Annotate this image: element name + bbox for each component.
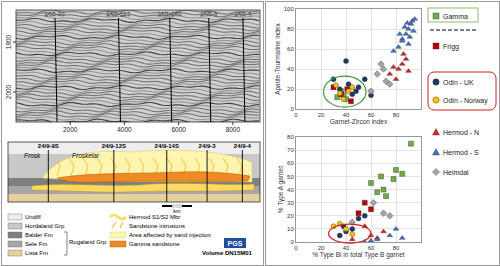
svg-text:24/9-9S: 24/9-9S (38, 143, 59, 149)
svg-text:60: 60 (368, 245, 375, 251)
svg-text:2000: 2000 (5, 84, 12, 99)
svg-text:1800: 1800 (5, 34, 12, 49)
svg-text:80: 80 (393, 245, 400, 251)
svg-text:% Type A garnet: % Type A garnet (277, 166, 285, 213)
svg-text:100: 100 (284, 6, 295, 12)
svg-text:Undiff: Undiff (25, 214, 41, 220)
svg-text:24/9-14S: 24/9-14S (158, 11, 182, 17)
svg-text:0: 0 (294, 245, 298, 251)
svg-text:24/9-3: 24/9-3 (200, 11, 218, 17)
svg-text:Hermod S1/S2 Mbr: Hermod S1/S2 Mbr (129, 214, 180, 220)
svg-text:40: 40 (287, 187, 294, 193)
svg-text:Sele Fm: Sele Fm (25, 241, 47, 247)
svg-text:Odin - Norway: Odin - Norway (443, 97, 488, 105)
svg-text:20: 20 (318, 112, 325, 118)
svg-text:Froskelar: Froskelar (72, 152, 100, 159)
svg-text:Hermod - N: Hermod - N (443, 129, 479, 136)
svg-text:Hermod - S: Hermod - S (443, 149, 479, 156)
svg-text:Gamma: Gamma (443, 13, 468, 20)
svg-text:0: 0 (290, 239, 294, 245)
svg-text:0: 0 (290, 106, 294, 112)
svg-text:60: 60 (368, 112, 375, 118)
svg-text:40: 40 (343, 245, 350, 251)
svg-text:24/9-12S: 24/9-12S (106, 11, 130, 17)
svg-text:Garnet-Zircon index: Garnet-Zircon index (330, 118, 388, 125)
svg-text:Rogaland Grp: Rogaland Grp (69, 239, 107, 245)
svg-text:Lista Fm: Lista Fm (25, 250, 48, 256)
svg-text:20: 20 (287, 213, 294, 219)
svg-text:20: 20 (287, 86, 294, 92)
svg-text:50: 50 (287, 174, 294, 180)
svg-text:km: km (173, 208, 181, 214)
svg-text:24/9-3: 24/9-3 (199, 143, 217, 149)
svg-text:80: 80 (287, 134, 294, 140)
svg-text:Odin - UK: Odin - UK (443, 79, 474, 86)
svg-text:20: 20 (318, 245, 325, 251)
svg-text:Apatite-Tourmaline index: Apatite-Tourmaline index (274, 23, 282, 95)
svg-text:70: 70 (287, 147, 294, 153)
svg-text:60: 60 (287, 160, 294, 166)
svg-text:6000: 6000 (171, 126, 186, 133)
svg-text:40: 40 (343, 112, 350, 118)
svg-text:24/9-14S: 24/9-14S (155, 143, 179, 149)
svg-text:8000: 8000 (226, 126, 241, 133)
svg-text:Sandstone intrusions: Sandstone intrusions (129, 223, 185, 229)
svg-text:24/9-4: 24/9-4 (234, 143, 252, 149)
svg-text:PGS: PGS (228, 240, 243, 247)
svg-text:% Type Bi in total Type B garn: % Type Bi in total Type B garnet (312, 251, 404, 259)
svg-text:24/9-4: 24/9-4 (234, 11, 252, 17)
svg-text:Balder Fm: Balder Fm (25, 232, 53, 238)
svg-text:4000: 4000 (117, 126, 132, 133)
svg-text:80: 80 (393, 112, 400, 118)
svg-text:Frigg: Frigg (443, 43, 459, 51)
svg-text:24/9-12S: 24/9-12S (102, 143, 126, 149)
svg-text:10: 10 (287, 226, 294, 232)
svg-text:24/9-9S: 24/9-9S (45, 11, 66, 17)
svg-text:80: 80 (287, 26, 294, 32)
svg-text:40: 40 (287, 66, 294, 72)
svg-text:Hordaland Grp: Hordaland Grp (25, 223, 65, 229)
svg-text:Volume DN15M01: Volume DN15M01 (202, 250, 253, 256)
svg-text:2000: 2000 (63, 126, 78, 133)
svg-text:Frosk: Frosk (24, 152, 41, 159)
svg-text:Area affected by sand injectio: Area affected by sand injection (129, 232, 211, 238)
svg-text:60: 60 (287, 46, 294, 52)
svg-text:0: 0 (294, 112, 298, 118)
svg-text:30: 30 (287, 200, 294, 206)
svg-text:Gamma sandstone: Gamma sandstone (129, 241, 180, 247)
svg-text:Heimdal: Heimdal (443, 169, 469, 176)
